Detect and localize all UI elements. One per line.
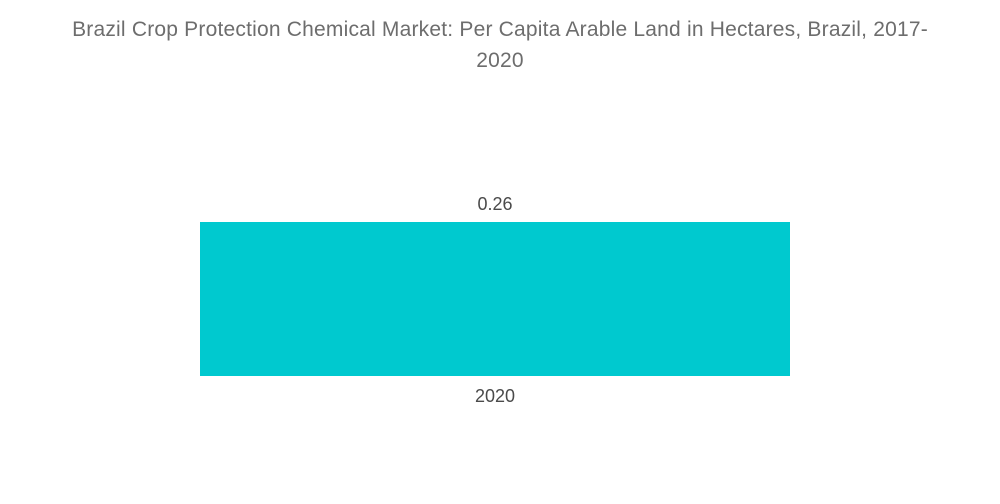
x-axis-tick-label: 2020 [474,386,516,406]
bar-value-label: 0.26 [477,194,513,214]
bar-2020 [200,222,790,376]
chart-title: Brazil Crop Protection Chemical Market: … [72,18,928,72]
